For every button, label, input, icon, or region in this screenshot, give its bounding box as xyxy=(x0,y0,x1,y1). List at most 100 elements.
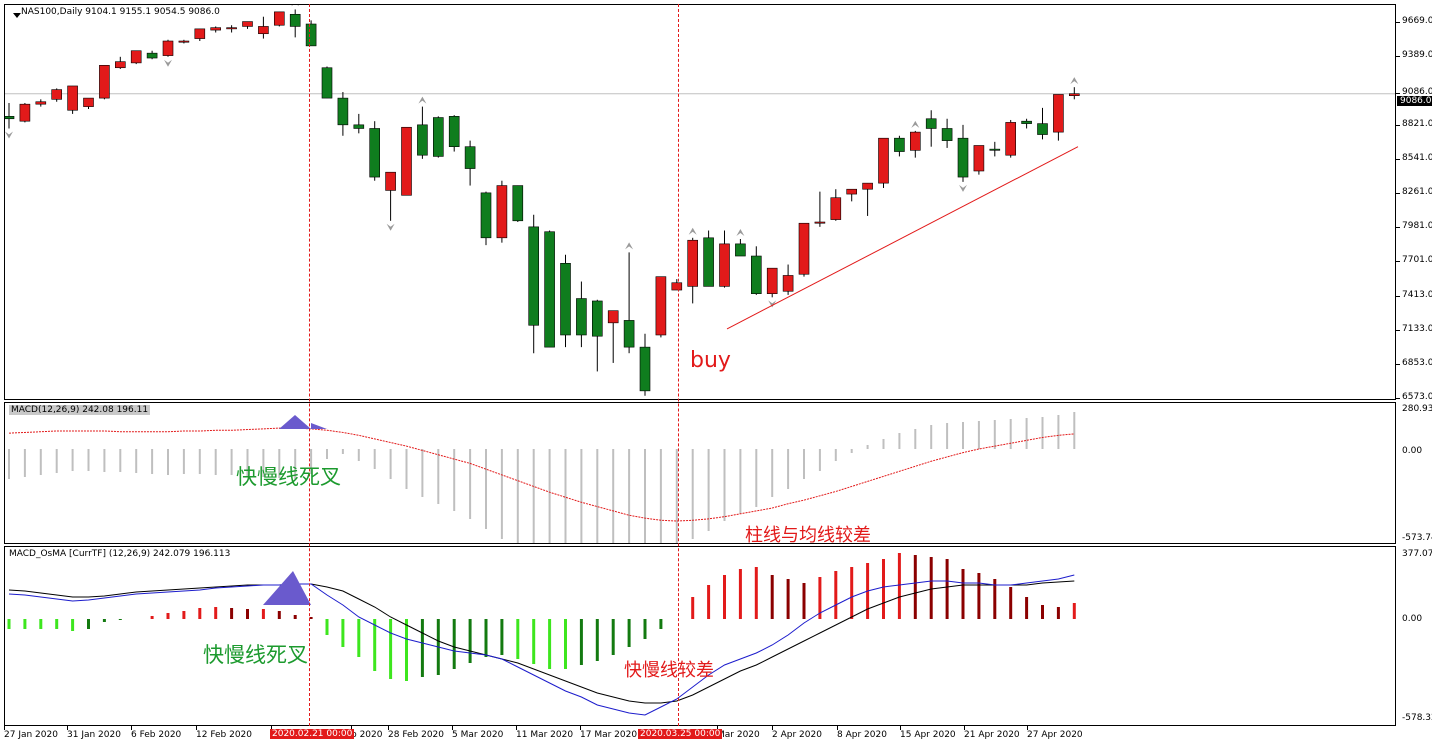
fractal-up-icon xyxy=(625,242,634,250)
date-axis-tick xyxy=(772,726,773,730)
candle-body xyxy=(607,310,619,324)
candle-body xyxy=(353,124,365,129)
candle-body xyxy=(591,300,603,337)
candle-body xyxy=(528,226,540,326)
fractal-down-icon xyxy=(5,131,13,139)
date-axis-tick xyxy=(717,726,718,730)
candle-body xyxy=(846,188,858,195)
candle-body xyxy=(735,243,746,257)
osma-axis-min: -578.324 xyxy=(1402,713,1432,723)
date-axis-label: 28 Feb 2020 xyxy=(388,730,445,740)
candle-body xyxy=(957,137,969,178)
candle-body xyxy=(5,116,15,120)
macd-cross-annotation: 快慢线死叉 xyxy=(236,465,341,489)
price-axis-tick xyxy=(1396,226,1400,228)
macd-signal-line xyxy=(8,427,1075,522)
date-axis-label: 12 Feb 2020 xyxy=(196,730,253,740)
main-chart-title: NAS100,Daily 9104.1 9155.1 9054.5 9086.0 xyxy=(21,7,220,17)
candle-body xyxy=(894,137,905,152)
candle-body xyxy=(1037,123,1048,135)
candle-body xyxy=(814,221,826,224)
candle-body xyxy=(401,126,412,196)
price-axis-label: 8821.0 xyxy=(1402,118,1432,129)
candle-body xyxy=(242,21,253,27)
candle-body xyxy=(496,185,508,239)
candle-body xyxy=(83,97,94,107)
candle-body xyxy=(337,97,349,126)
osma-axis-zero: 0.00 xyxy=(1402,614,1423,624)
date-axis-label: 17 Mar 2020 xyxy=(580,730,638,740)
candle-body xyxy=(671,282,683,291)
macd-pane[interactable]: MACD(12,26,9) 242.08 196.11 xyxy=(4,402,1396,544)
price-axis-label: 7133.0 xyxy=(1402,323,1432,334)
date-axis-tick xyxy=(351,726,352,730)
candle-body xyxy=(115,61,126,69)
candle-body xyxy=(719,243,730,287)
price-axis-label: 6573.0 xyxy=(1402,392,1432,402)
candle-body xyxy=(273,11,285,26)
date-badge-2: 2020.03.25 00:00 xyxy=(638,729,723,739)
candle-body xyxy=(766,267,778,294)
chevron-down-icon[interactable] xyxy=(13,13,21,18)
candle-body xyxy=(305,23,317,47)
osma-pane[interactable]: MACD_OsMA [CurrTF] (12,26,9) 242.079 196… xyxy=(4,546,1396,726)
date-axis-tick xyxy=(837,726,838,730)
price-axis-label: 8261.0 xyxy=(1402,186,1432,197)
macd-axis-min: -573.74 xyxy=(1402,533,1432,543)
candle-body xyxy=(623,320,635,348)
candle-body xyxy=(210,27,221,31)
price-chart-pane[interactable]: NAS100,Daily 9104.1 9155.1 9054.5 9086.0 xyxy=(4,4,1396,400)
candle-body xyxy=(989,148,1001,151)
macd-axis-max: 280.93 xyxy=(1402,404,1432,414)
candle-body xyxy=(369,128,381,178)
osma-chart xyxy=(7,553,1076,716)
candle-body xyxy=(639,346,651,392)
fractal-up-icon xyxy=(736,229,745,237)
candle-body xyxy=(1005,122,1017,156)
date-axis-label: 15 Apr 2020 xyxy=(900,730,956,740)
date-axis-tick xyxy=(388,726,389,730)
candle-body xyxy=(178,40,190,43)
price-axis-tick xyxy=(1396,124,1400,126)
cross-triangle-icon xyxy=(279,415,311,429)
candle-body xyxy=(51,89,63,100)
osma-fast-line xyxy=(8,574,1075,716)
date-axis-tick xyxy=(900,726,901,730)
cross-triangle-icon xyxy=(263,571,311,605)
candle-body xyxy=(448,116,460,147)
date-axis-tick xyxy=(131,726,132,730)
date-axis-label: 2 Apr 2020 xyxy=(772,730,822,740)
candle-body xyxy=(464,146,476,169)
candle-body xyxy=(130,50,142,64)
osma-diverge-annotation: 快慢线较差 xyxy=(624,660,714,681)
candle-body xyxy=(1021,120,1032,124)
macd-axis-zero: 0.00 xyxy=(1402,446,1423,456)
candle-body xyxy=(19,103,31,122)
buy-annotation: buy xyxy=(690,348,731,373)
fractal-up-icon xyxy=(688,227,697,235)
candle-body xyxy=(1069,93,1080,96)
osma-axis-max: 377.076 xyxy=(1402,549,1432,559)
price-axis-tick xyxy=(1396,260,1400,262)
osma-cross-annotation: 快慢线死叉 xyxy=(203,643,308,667)
price-axis-tick xyxy=(1396,295,1400,297)
candlestick-chart xyxy=(5,5,1395,399)
fractal-down-icon xyxy=(768,300,777,308)
candle-body xyxy=(560,263,571,336)
date-axis-label: Mar 2020 xyxy=(717,730,760,740)
price-axis-label: 6853.0 xyxy=(1402,357,1432,368)
osma-title: MACD_OsMA [CurrTF] (12,26,9) 242.079 196… xyxy=(9,549,231,559)
price-axis-tick xyxy=(1396,398,1400,399)
candle-body xyxy=(655,276,667,336)
price-axis-label: 7981.0 xyxy=(1402,220,1432,231)
price-axis-tick xyxy=(1396,192,1400,194)
fractal-up-icon xyxy=(418,96,427,104)
macd-title: MACD(12,26,9) 242.08 196.11 xyxy=(9,405,151,415)
candle-body xyxy=(925,118,937,129)
candle-body xyxy=(703,237,714,287)
date-badge-1: 2020.02.21 00:00 xyxy=(270,729,355,739)
candle-body xyxy=(750,255,762,294)
candle-body xyxy=(1053,94,1064,133)
candle-body xyxy=(687,239,699,287)
date-axis-label: 5 Mar 2020 xyxy=(452,730,504,740)
